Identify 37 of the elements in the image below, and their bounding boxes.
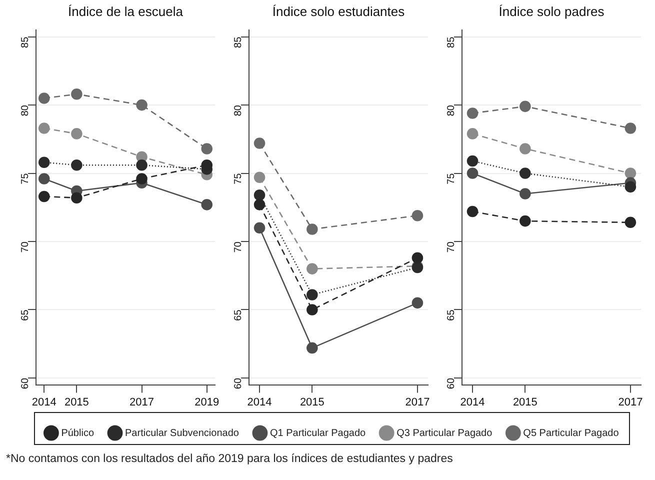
x-tick-label: 2015 (64, 396, 89, 408)
y-tick-label: 70 (232, 241, 244, 253)
y-tick-label: 75 (446, 172, 457, 184)
legend-label: Q3 Particular Pagado (396, 428, 493, 439)
x-tick-label: 2015 (300, 396, 324, 408)
x-tick-label: 2017 (618, 396, 643, 408)
legend-label: Q5 Particular Pagado (523, 428, 620, 439)
y-tick-label: 85 (20, 36, 31, 48)
y-tick-label: 80 (232, 104, 244, 116)
text: *No contamos con los resultados del año 2019 para los índices de estudiantes y padres (6, 453, 453, 465)
x-tick-label: 2019 (194, 396, 220, 408)
chart-title: Índice de la escuela (68, 4, 184, 20)
y-tick-label: 70 (20, 241, 31, 253)
y-tick-label: 70 (446, 241, 457, 253)
legend-label: Q1 Particular Pagado (270, 428, 366, 439)
x-tick-label: 2017 (405, 396, 430, 408)
y-tick-label: 60 (232, 378, 244, 390)
x-tick-label: 2015 (512, 396, 538, 408)
y-tick-label: 75 (20, 172, 31, 184)
y-tick-label: 65 (446, 309, 457, 321)
chart-title: Índice solo padres (498, 4, 605, 20)
y-tick-label: 60 (20, 378, 31, 390)
x-tick-label: 2014 (460, 396, 485, 408)
y-tick-label: 80 (20, 104, 31, 116)
y-tick-label: 85 (446, 36, 457, 48)
legend-label: Particular Subvencionado (125, 428, 240, 439)
y-tick-label: 80 (446, 104, 457, 116)
x-tick-label: 2014 (32, 396, 56, 408)
legend-label: Público (61, 428, 94, 439)
y-tick-label: 75 (232, 172, 244, 184)
chart-title: Índice solo estudiantes (272, 4, 406, 20)
x-tick-label: 2014 (247, 396, 272, 408)
y-tick-label: 60 (446, 378, 457, 390)
x-tick-label: 2017 (130, 396, 154, 408)
y-tick-label: 85 (232, 36, 244, 48)
y-tick-label: 65 (20, 309, 31, 321)
y-tick-label: 65 (232, 309, 244, 321)
